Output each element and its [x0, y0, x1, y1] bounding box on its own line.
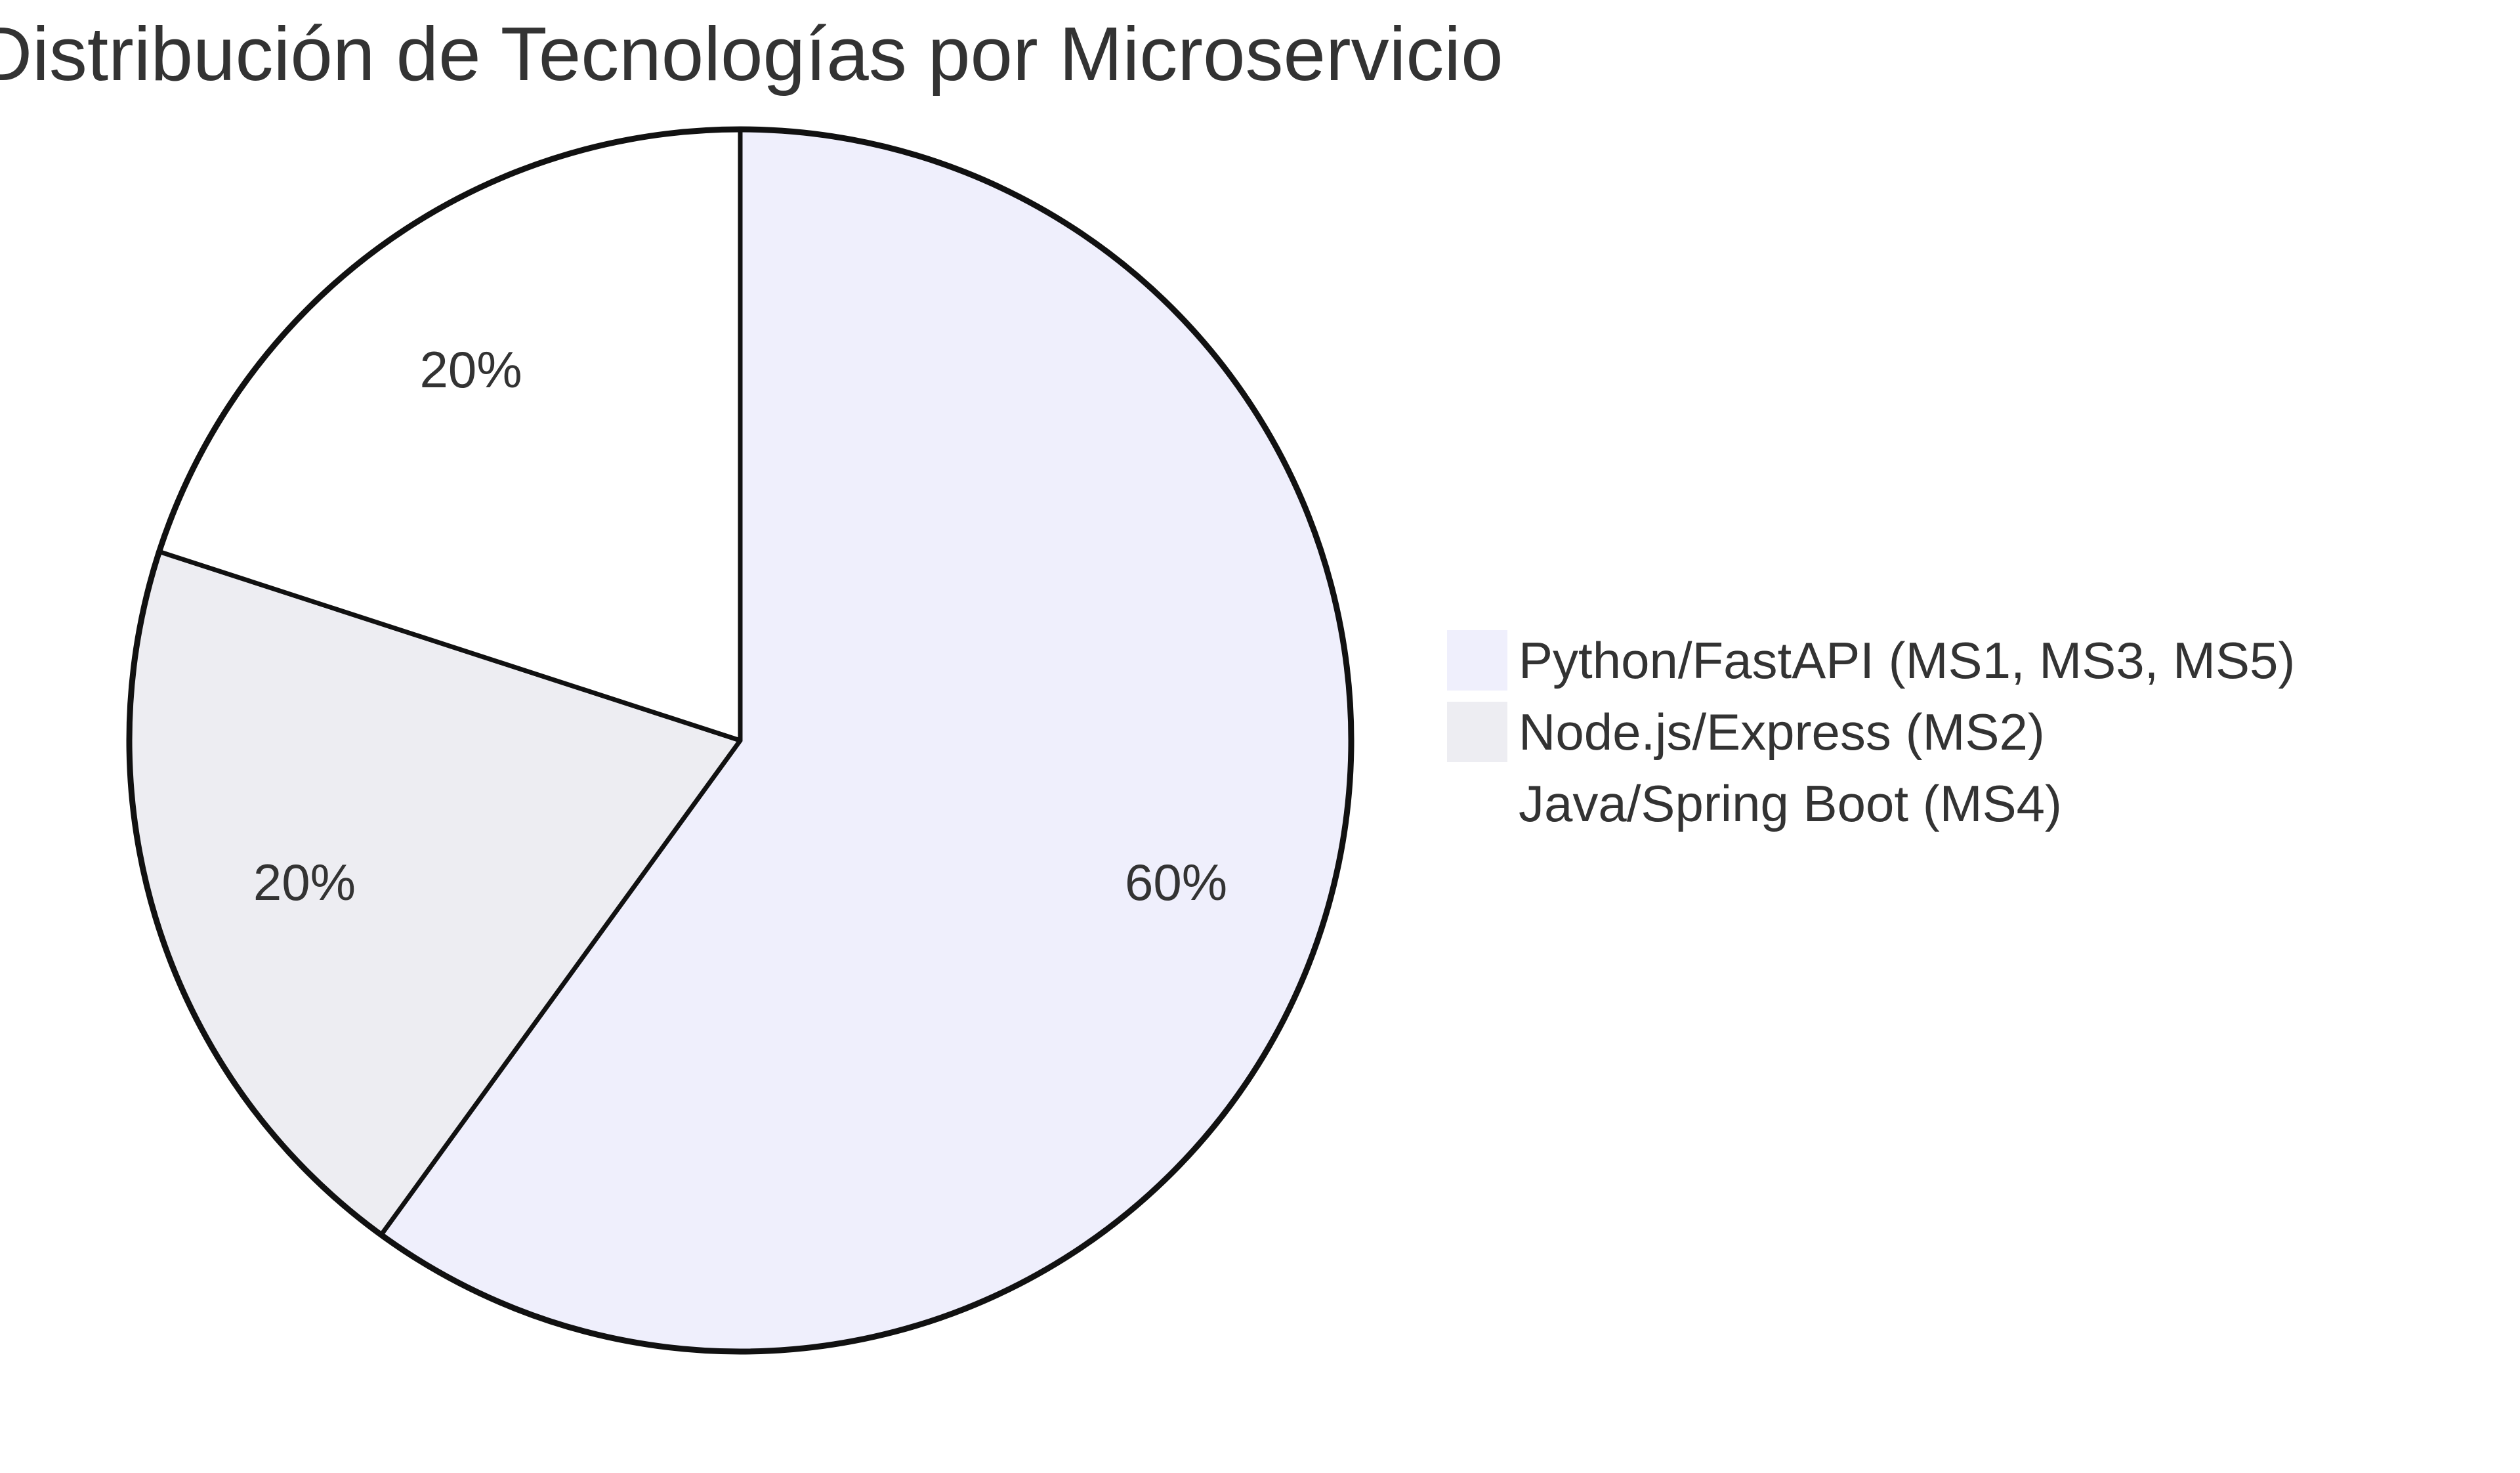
- legend-swatch-2: [1447, 702, 1507, 762]
- pie-slices: [126, 126, 1354, 1355]
- legend-label-3: Java/Spring Boot (MS4): [1519, 775, 2062, 832]
- slice-data-label-1: 60%: [1125, 853, 1227, 911]
- chart-title: Distribución de Tecnologías por Microser…: [0, 11, 1503, 96]
- pie-outline: [126, 126, 1354, 1355]
- slice-data-label-2: 20%: [253, 853, 356, 911]
- slice-data-label-3: 20%: [420, 341, 522, 398]
- legend-swatch-3: [1447, 773, 1507, 834]
- legend-label-2: Node.js/Express (MS2): [1519, 703, 2045, 761]
- legend: Python/FastAPI (MS1, MS3, MS5) Node.js/Ex…: [1447, 630, 2295, 834]
- legend-swatch-1: [1447, 630, 1507, 691]
- pie-data-labels: 60% 20% 20%: [253, 341, 1227, 911]
- legend-label-1: Python/FastAPI (MS1, MS3, MS5): [1519, 631, 2295, 689]
